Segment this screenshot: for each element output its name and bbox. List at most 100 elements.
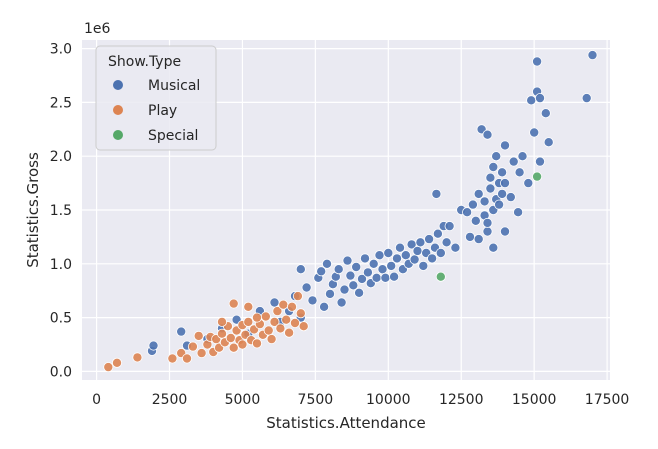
data-point-play: [104, 363, 113, 372]
data-point-play: [244, 302, 253, 311]
data-point-special: [533, 172, 542, 181]
data-point-musical: [514, 208, 523, 217]
data-point-musical: [375, 251, 384, 260]
data-point-musical: [483, 130, 492, 139]
data-point-musical: [530, 128, 539, 137]
data-point-musical: [302, 283, 311, 292]
data-point-musical: [474, 235, 483, 244]
data-point-musical: [483, 218, 492, 227]
data-point-musical: [486, 173, 495, 182]
data-point-play: [238, 340, 247, 349]
data-point-musical: [425, 235, 434, 244]
data-point-musical: [372, 273, 381, 282]
data-point-musical: [535, 157, 544, 166]
data-point-musical: [483, 227, 492, 236]
data-point-musical: [544, 138, 553, 147]
data-point-play: [293, 292, 302, 301]
data-point-musical: [352, 262, 361, 271]
data-point-play: [267, 335, 276, 344]
data-point-play: [279, 300, 288, 309]
data-point-musical: [506, 193, 515, 202]
y-tick-label: 2.5: [50, 95, 72, 111]
data-point-musical: [390, 272, 399, 281]
data-point-musical: [413, 246, 422, 255]
data-point-musical: [384, 248, 393, 257]
data-point-play: [168, 354, 177, 363]
data-point-play: [290, 318, 299, 327]
data-point-play: [182, 354, 191, 363]
x-tick-labels: 0 2500 5000 7500 10000 12500 15000 17500: [92, 392, 629, 408]
data-point-musical: [322, 259, 331, 268]
data-point-play: [264, 326, 273, 335]
data-point-musical: [308, 296, 317, 305]
data-point-musical: [500, 141, 509, 150]
data-point-musical: [495, 200, 504, 209]
data-point-musical: [296, 265, 305, 274]
data-point-musical: [489, 162, 498, 171]
data-point-musical: [343, 256, 352, 265]
data-point-musical: [541, 109, 550, 118]
data-point-musical: [381, 273, 390, 282]
data-point-musical: [340, 285, 349, 294]
data-point-musical: [500, 179, 509, 188]
legend-label-play: Play: [148, 103, 177, 119]
data-point-musical: [468, 200, 477, 209]
legend-marker-musical: [113, 80, 123, 90]
data-point-musical: [410, 255, 419, 264]
data-point-musical: [337, 298, 346, 307]
data-point-musical: [500, 227, 509, 236]
data-point-musical: [270, 298, 279, 307]
data-point-play: [112, 358, 121, 367]
legend-marker-play: [113, 105, 123, 115]
data-point-play: [229, 299, 238, 308]
data-point-musical: [588, 51, 597, 60]
data-point-musical: [463, 208, 472, 217]
data-point-musical: [582, 94, 591, 103]
data-point-play: [282, 315, 291, 324]
data-point-musical: [451, 243, 460, 252]
data-point-musical: [498, 168, 507, 177]
data-point-musical: [518, 152, 527, 161]
data-point-play: [217, 317, 226, 326]
data-point-musical: [480, 197, 489, 206]
data-point-musical: [369, 259, 378, 268]
y-axis-label: Statistics.Gross: [24, 152, 42, 268]
data-point-musical: [363, 268, 372, 277]
data-point-play: [276, 324, 285, 333]
data-point-play: [197, 349, 206, 358]
data-point-musical: [334, 265, 343, 274]
data-point-play: [261, 312, 270, 321]
data-point-musical: [533, 57, 542, 66]
data-point-musical: [524, 179, 533, 188]
data-point-play: [285, 328, 294, 337]
x-axis-label: Statistics.Attendance: [266, 414, 426, 432]
data-point-musical: [432, 189, 441, 198]
data-point-musical: [509, 157, 518, 166]
data-point-musical: [535, 94, 544, 103]
legend-label-special: Special: [148, 128, 198, 144]
data-point-musical: [445, 222, 454, 231]
data-point-musical: [355, 288, 364, 297]
data-point-musical: [149, 341, 158, 350]
y-tick-label: 2.0: [50, 149, 72, 165]
data-point-musical: [486, 184, 495, 193]
data-point-musical: [442, 238, 451, 247]
data-point-musical: [428, 254, 437, 263]
x-tick-label: 12500: [439, 392, 484, 408]
data-point-musical: [419, 261, 428, 270]
data-point-musical: [320, 302, 329, 311]
x-tick-label: 10000: [366, 392, 411, 408]
data-point-play: [287, 302, 296, 311]
data-point-musical: [465, 232, 474, 241]
data-point-musical: [177, 327, 186, 336]
data-point-musical: [489, 243, 498, 252]
legend-marker-special: [113, 130, 123, 140]
data-point-play: [217, 329, 226, 338]
data-point-musical: [436, 248, 445, 257]
data-point-musical: [416, 238, 425, 247]
data-point-play: [296, 309, 305, 318]
data-point-musical: [492, 152, 501, 161]
legend: Show.Type Musical Play Special: [96, 46, 216, 150]
x-tick-label: 5000: [225, 392, 261, 408]
